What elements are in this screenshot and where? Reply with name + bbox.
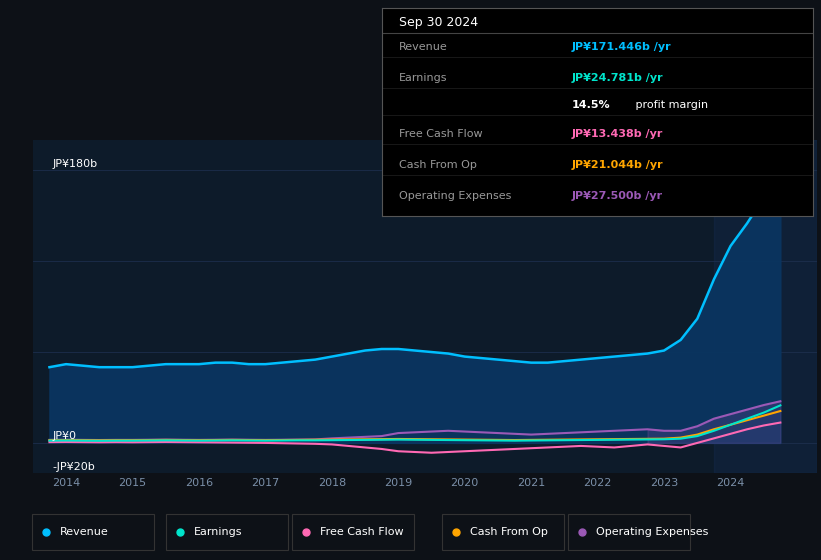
Text: Cash From Op: Cash From Op (470, 527, 548, 537)
Text: Earnings: Earnings (194, 527, 242, 537)
Text: JP¥171.446b /yr: JP¥171.446b /yr (571, 41, 671, 52)
Text: JP¥24.781b /yr: JP¥24.781b /yr (571, 73, 663, 83)
Text: -JP¥20b: -JP¥20b (53, 461, 95, 472)
Text: Free Cash Flow: Free Cash Flow (320, 527, 403, 537)
Text: Free Cash Flow: Free Cash Flow (399, 129, 483, 138)
Text: JP¥0: JP¥0 (53, 431, 77, 441)
Text: Revenue: Revenue (399, 41, 447, 52)
Text: JP¥21.044b /yr: JP¥21.044b /yr (571, 160, 663, 170)
Text: JP¥180b: JP¥180b (53, 159, 98, 169)
Text: JP¥27.500b /yr: JP¥27.500b /yr (571, 191, 663, 200)
Text: profit margin: profit margin (632, 100, 708, 110)
Text: 14.5%: 14.5% (571, 100, 610, 110)
Text: Revenue: Revenue (60, 527, 108, 537)
Text: Earnings: Earnings (399, 73, 447, 83)
Text: Operating Expenses: Operating Expenses (596, 527, 708, 537)
Text: Cash From Op: Cash From Op (399, 160, 477, 170)
Text: Sep 30 2024: Sep 30 2024 (399, 16, 478, 29)
Bar (714, 140, 817, 473)
Text: JP¥13.438b /yr: JP¥13.438b /yr (571, 129, 663, 138)
Text: Operating Expenses: Operating Expenses (399, 191, 511, 200)
